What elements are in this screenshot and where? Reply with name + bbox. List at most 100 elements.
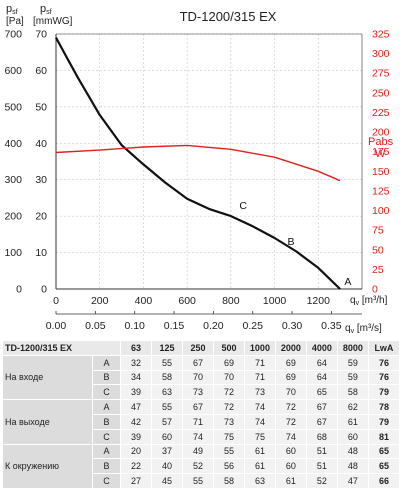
band-header: 4000 xyxy=(305,340,338,356)
y-right-tick-label: 50 xyxy=(372,244,384,256)
x-secondary-tick-label: 0.25 xyxy=(242,320,263,332)
band-value: 51 xyxy=(305,458,338,475)
operating-point-label: C xyxy=(239,200,247,212)
y-right-tick-label: 300 xyxy=(372,48,390,60)
band-value: 59 xyxy=(336,369,369,386)
band-value: 72 xyxy=(274,399,307,415)
grid xyxy=(55,33,362,290)
lwa-value: 65 xyxy=(367,443,401,460)
lwa-value: 65 xyxy=(367,458,401,475)
x-main-tick-label: 0 xyxy=(53,295,59,307)
y-left-tick-label: 700 xyxy=(4,29,22,41)
band-value: 20 xyxy=(120,443,152,460)
y-mid-label: psf xyxy=(40,3,52,16)
group-label: На входе xyxy=(2,354,93,401)
table-row: C 39 63 73 72 73 70 65 58 79 xyxy=(3,384,401,401)
y-mid-unit: [mmWG] xyxy=(33,16,73,27)
band-value: 60 xyxy=(151,428,183,445)
band-value: 71 xyxy=(181,413,214,430)
y-mid-tick-label: 70 xyxy=(35,29,47,41)
lwa-header: LwA xyxy=(367,340,401,356)
band-value: 39 xyxy=(120,384,152,401)
annotations: A B C xyxy=(239,200,351,288)
band-value: 49 xyxy=(181,443,214,460)
band-value: 75 xyxy=(212,428,245,445)
y-right-tick-label: 75 xyxy=(372,225,384,237)
y-right-tick-label: 100 xyxy=(372,205,390,217)
y-right-tick-label: 225 xyxy=(372,107,390,119)
tick-labels: 0100200300400500600700010203040506070025… xyxy=(4,29,389,333)
band-value: 61 xyxy=(243,458,276,475)
y-left-tick-label: 600 xyxy=(4,65,22,77)
operating-point-label: B xyxy=(91,413,122,430)
lwa-value: 79 xyxy=(367,413,401,430)
band-header: 1000 xyxy=(243,340,276,356)
table-row: B 42 57 71 73 74 72 67 61 79 xyxy=(3,413,401,430)
band-value: 73 xyxy=(243,384,276,401)
x-main-tick-label: 1200 xyxy=(307,295,331,307)
band-value: 69 xyxy=(212,354,245,371)
band-value: 68 xyxy=(305,428,338,445)
chart-title: TD-1200/315 EX xyxy=(180,9,277,24)
band-header: 125 xyxy=(151,340,183,356)
series-lines xyxy=(55,37,341,290)
band-value: 32 xyxy=(120,354,152,371)
band-value: 67 xyxy=(181,399,214,415)
band-value: 67 xyxy=(305,413,338,430)
band-header: 500 xyxy=(212,340,245,356)
x-main-tick-label: 400 xyxy=(135,295,153,307)
x-secondary-tick-label: 0.15 xyxy=(164,320,185,332)
y-right-tick-label: 25 xyxy=(372,264,384,276)
band-value: 59 xyxy=(336,354,369,371)
x-main-label: qv [m³/h] xyxy=(350,295,388,307)
band-value: 61 xyxy=(274,473,307,489)
table-row: К окружению A 20 37 49 55 61 60 51 48 65 xyxy=(2,443,401,489)
band-value: 74 xyxy=(274,428,307,445)
lwa-value: 76 xyxy=(367,354,401,371)
y-right-tick-label: 150 xyxy=(372,166,390,178)
group-label: К окружению xyxy=(2,443,93,489)
band-value: 58 xyxy=(151,369,183,386)
table-model-name: TD-1200/315 EX xyxy=(1,340,122,356)
band-value: 34 xyxy=(120,369,152,386)
y-mid-tick-label: 30 xyxy=(35,174,47,186)
sound-power-table: TD-1200/315 EX 63 125 250 500 1000 2000 … xyxy=(1,340,401,489)
band-value: 61 xyxy=(243,443,276,460)
band-value: 72 xyxy=(212,399,245,415)
x-secondary-tick-label: 0.10 xyxy=(124,320,145,332)
y-mid-tick-label: 60 xyxy=(35,65,47,77)
band-value: 73 xyxy=(212,413,245,430)
band-value: 70 xyxy=(274,384,307,401)
operating-point-label: B xyxy=(288,236,295,248)
table-header-row: TD-1200/315 EX 63 125 250 500 1000 2000 … xyxy=(1,340,401,356)
table-row: На входе A 32 55 67 69 71 69 64 59 76 xyxy=(2,354,401,401)
band-header: 250 xyxy=(181,340,214,356)
band-value: 71 xyxy=(243,354,276,371)
table-row: C 39 60 74 75 75 74 68 60 81 xyxy=(3,428,401,445)
band-value: 58 xyxy=(336,384,369,401)
y-mid-tick-label: 40 xyxy=(35,138,47,150)
band-value: 58 xyxy=(212,473,245,489)
band-value: 70 xyxy=(212,369,245,386)
band-value: 63 xyxy=(243,473,276,489)
band-value: 52 xyxy=(181,458,214,475)
x-main-tick-label: 1000 xyxy=(263,295,287,307)
x-secondary-tick-label: 0.20 xyxy=(203,320,224,332)
band-value: 63 xyxy=(151,384,183,401)
band-value: 62 xyxy=(336,399,369,415)
operating-point-label: C xyxy=(91,428,122,445)
operating-point-label: A xyxy=(344,276,351,288)
table-row: C 27 45 55 58 63 61 52 47 66 xyxy=(3,473,401,489)
pressure-curve xyxy=(55,37,341,290)
band-value: 22 xyxy=(120,458,152,475)
y-right-label: Pabs xyxy=(368,136,394,148)
band-value: 74 xyxy=(181,428,214,445)
band-value: 55 xyxy=(151,399,183,415)
y-left-tick-label: 500 xyxy=(4,101,22,113)
y-left-tick-label: 100 xyxy=(4,247,22,259)
band-value: 39 xyxy=(120,428,152,445)
band-value: 71 xyxy=(243,369,276,386)
band-value: 47 xyxy=(120,399,152,415)
axes xyxy=(55,33,363,315)
y-mid-tick-label: 50 xyxy=(35,101,47,113)
